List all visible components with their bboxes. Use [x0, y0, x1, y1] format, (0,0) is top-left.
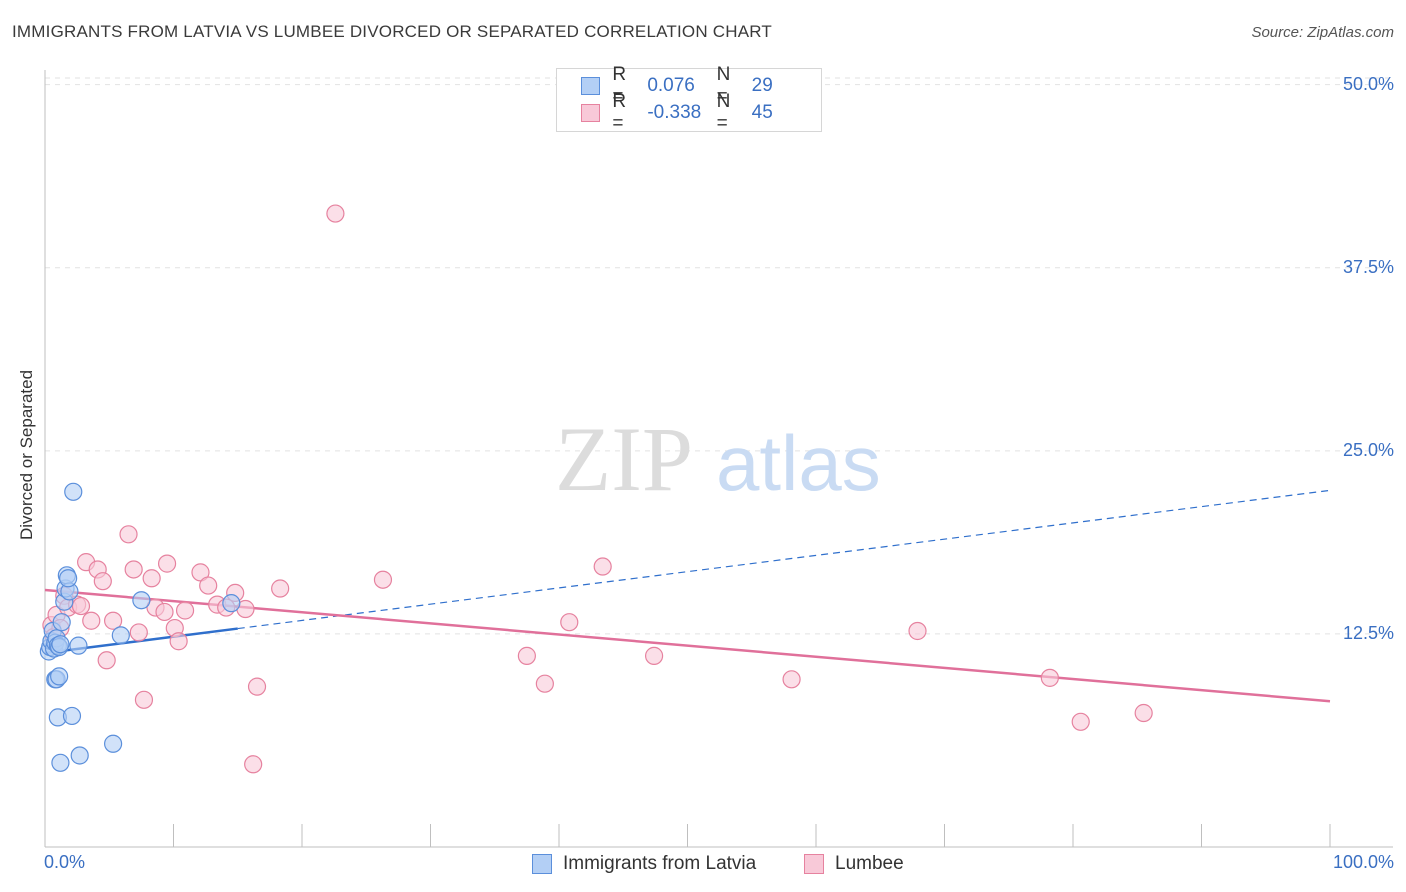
lumbee-point	[71, 596, 91, 616]
watermark: ZIP atlas	[555, 408, 881, 510]
r-label: R =	[612, 64, 627, 107]
y-tick-label-50: 50.0%	[1342, 73, 1394, 94]
watermark-zip: ZIP	[555, 408, 693, 510]
legend-item-latvia[interactable]: Immigrants from Latvia	[532, 853, 756, 875]
lumbee-point	[134, 690, 154, 709]
lumbee-point	[1040, 668, 1059, 687]
latvia-point	[70, 746, 89, 765]
y-tick-label-25: 25.0%	[1342, 439, 1394, 460]
latvia-point	[59, 569, 78, 588]
latvia-point	[51, 753, 70, 772]
lumbee-legend-swatch	[804, 854, 824, 874]
lumbee-point	[560, 613, 579, 632]
lumbee-point	[129, 623, 148, 642]
latvia-swatch	[581, 77, 601, 95]
r-value: 0.076	[647, 75, 695, 96]
lumbee-point	[517, 646, 536, 665]
lumbee-point	[1071, 712, 1090, 731]
lumbee-point	[104, 611, 123, 630]
y-tick-label-37-5: 37.5%	[1342, 256, 1394, 277]
latvia-point	[104, 734, 123, 753]
lumbee-point	[199, 576, 218, 595]
lumbee-point	[373, 570, 393, 589]
lumbee-point	[644, 646, 664, 665]
r-value: -0.338	[647, 102, 702, 123]
lumbee-point	[119, 525, 138, 544]
series-legend: Immigrants from Latvia Lumbee	[0, 850, 1406, 880]
latvia-point	[51, 635, 70, 654]
lumbee-point	[782, 670, 801, 689]
n-label: N =	[716, 64, 731, 107]
latvia-point	[64, 482, 83, 501]
latvia-point	[50, 667, 69, 686]
legend-row-latvia: R = 0.076 N = 29	[581, 64, 821, 107]
y-tick-label-12-5: 12.5%	[1342, 622, 1394, 643]
latvia-point	[222, 594, 241, 613]
latvia-point	[52, 613, 71, 632]
lumbee-point	[175, 601, 195, 620]
lumbee-legend-label: Lumbee	[835, 853, 904, 874]
n-value: 29	[751, 75, 773, 96]
lumbee-point	[326, 204, 345, 223]
latvia-point	[111, 626, 130, 645]
latvia-point	[69, 636, 88, 655]
lumbee-point	[908, 621, 927, 641]
latvia-trend-dashed	[237, 489, 1331, 630]
lumbee-trend-line	[44, 588, 1331, 703]
lumbee-point	[535, 674, 554, 693]
lumbee-point	[124, 560, 143, 579]
legend-row-lumbee: R = -0.338 N = 45	[581, 91, 821, 134]
lumbee-point	[142, 569, 161, 588]
lumbee-point	[169, 632, 188, 651]
legend-item-lumbee[interactable]: Lumbee	[804, 853, 904, 875]
watermark-atlas: atlas	[716, 419, 881, 507]
source-label: Source: ZipAtlas.com	[1251, 24, 1394, 41]
lumbee-point	[271, 579, 290, 598]
n-value: 45	[751, 102, 773, 123]
latvia-legend-label: Immigrants from Latvia	[563, 853, 757, 874]
latvia-point	[62, 706, 82, 726]
n-label: N =	[716, 91, 731, 134]
chart-title: IMMIGRANTS FROM LATVIA VS LUMBEE DIVORCE…	[12, 22, 772, 41]
axes	[44, 70, 1393, 848]
lumbee-point	[1134, 703, 1153, 723]
lumbee-point	[82, 611, 101, 630]
lumbee-point	[247, 677, 267, 696]
x-tick-label-max: 100.0%	[1332, 852, 1394, 872]
latvia-point	[132, 591, 151, 610]
lumbee-swatch	[581, 104, 601, 122]
data-points	[39, 204, 1153, 774]
lumbee-point	[93, 572, 112, 591]
lumbee-point	[97, 651, 116, 670]
lumbee-point	[244, 755, 263, 774]
r-label: R =	[612, 91, 627, 134]
lumbee-point	[155, 602, 174, 622]
x-tick-label-min: 0.0%	[44, 852, 86, 872]
latvia-legend-swatch	[532, 854, 552, 874]
lumbee-point	[157, 554, 177, 573]
lumbee-point	[593, 557, 612, 576]
gridlines	[45, 77, 1393, 635]
correlation-legend: R = 0.076 N = 29 R = -0.338 N = 45	[556, 64, 822, 134]
